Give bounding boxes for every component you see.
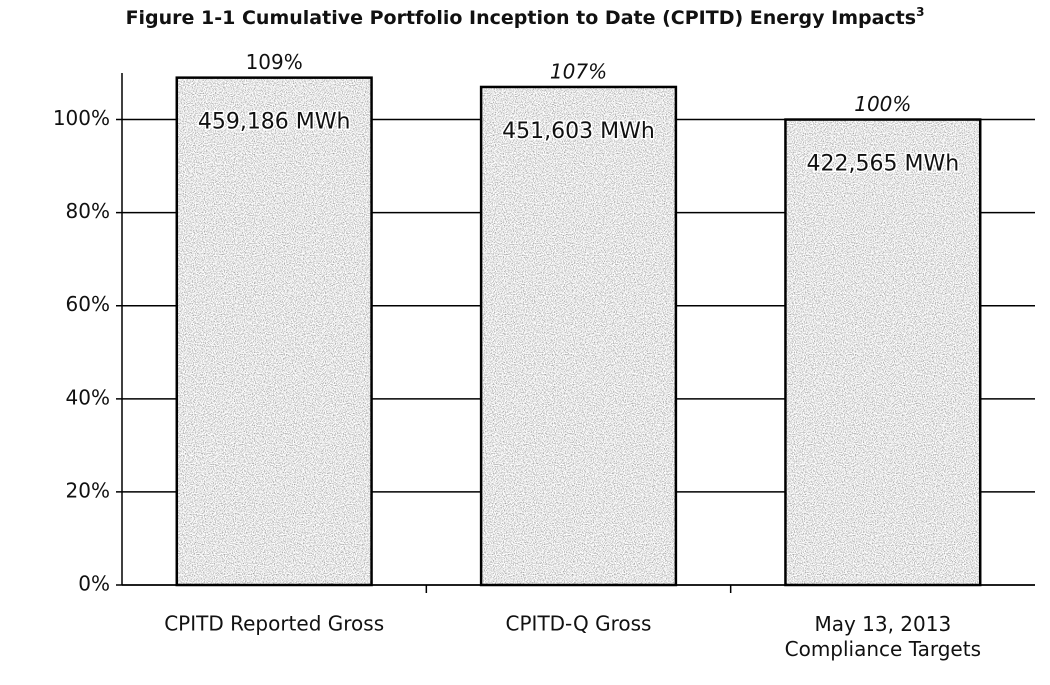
bar-outline [479,85,678,587]
y-tick-label: 0% [78,572,110,596]
x-tick-label: CPITD Reported Gross [164,612,384,636]
title-text: Figure 1-1 Cumulative Portfolio Inceptio… [126,7,917,29]
bar [176,77,372,586]
bar-label: 422,565 MWh [807,152,960,177]
y-tick-label: 40% [66,385,110,409]
bar [785,119,981,585]
bar-label: 451,603 MWh [502,119,655,144]
bar-outline [784,118,982,587]
value-label: 109% [246,50,303,74]
bar-label: 459,186 MWh [198,110,351,135]
bar-outline [175,76,373,587]
value-label: 107% [550,59,607,83]
title-footnote: 3 [916,5,924,19]
y-tick-label: 20% [66,478,110,502]
x-tick-label: CPITD-Q Gross [506,612,652,636]
y-tick-label: 100% [53,106,110,130]
bar [481,86,676,586]
y-tick-label: 80% [66,199,110,223]
x-tick-label: May 13, 2013 Compliance Targets [785,612,981,661]
y-tick-label: 60% [66,292,110,316]
value-label: 100% [854,92,911,116]
chart-title: Figure 1-1 Cumulative Portfolio Inceptio… [126,5,925,29]
